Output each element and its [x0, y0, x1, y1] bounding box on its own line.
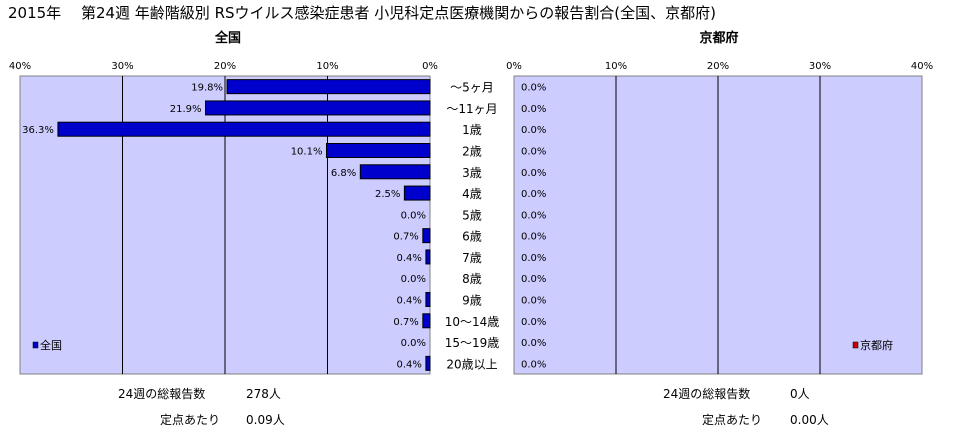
data-label: 0.4%	[396, 359, 421, 370]
category-label: 10～14歳	[445, 315, 500, 329]
data-label: 0.0%	[401, 274, 426, 285]
bar	[425, 292, 431, 307]
national-total-label: 24週の総報告数	[118, 387, 206, 401]
x-tick-label: 20%	[214, 61, 236, 72]
data-label: 0.0%	[521, 274, 546, 285]
national-per-site-label: 定点あたり	[160, 413, 221, 427]
bar	[325, 143, 431, 158]
data-label: 6.8%	[331, 168, 356, 179]
kyoto-total-label: 24週の総報告数	[663, 387, 751, 401]
data-label: 0.0%	[521, 210, 546, 221]
data-label: 0.4%	[396, 253, 421, 264]
category-label: 20歳以上	[446, 357, 497, 371]
bar	[205, 100, 431, 116]
x-tick-label: 0%	[506, 61, 522, 72]
kyoto-total-value: 0人	[790, 387, 810, 401]
data-label: 10.1%	[291, 147, 323, 158]
bar	[57, 121, 431, 137]
national-plot: 0% 10% 20% 30% 40% 19.8% 21.9% 36.3% 10.1% 6.8% 2.…	[9, 61, 438, 375]
bar	[422, 228, 431, 244]
x-tick-label: 10%	[316, 61, 338, 72]
data-label: 36.3%	[22, 125, 54, 136]
x-tick-label: 30%	[809, 61, 831, 72]
chart-main-title: 2015年 第24週 年齢階級別 RSウイルス感染症患者 小児科定点医療機関から…	[8, 4, 716, 22]
data-label: 0.0%	[521, 125, 546, 136]
data-label: 0.0%	[521, 338, 546, 349]
data-label: 0.7%	[393, 317, 418, 328]
legend-swatch	[852, 341, 859, 349]
data-label: 0.0%	[521, 232, 546, 243]
x-tick-label: 30%	[111, 61, 133, 72]
data-label: 0.0%	[521, 253, 546, 264]
bar	[425, 355, 431, 371]
kyoto-per-site-label: 定点あたり	[702, 413, 763, 427]
category-label: 3歳	[462, 166, 482, 180]
bar	[422, 313, 431, 329]
category-label: ～11ヶ月	[446, 102, 497, 116]
bar	[226, 79, 431, 95]
data-label: 0.0%	[521, 168, 546, 179]
category-label: 15～19歳	[445, 336, 500, 350]
data-label: 0.0%	[521, 296, 546, 307]
category-label: 8歳	[462, 272, 482, 286]
category-label: 6歳	[462, 230, 482, 244]
data-label: 0.0%	[401, 338, 426, 349]
data-label: 0.0%	[521, 317, 546, 328]
x-tick-label: 0%	[422, 61, 438, 72]
x-tick-label: 40%	[911, 61, 933, 72]
category-labels: ～5ヶ月 ～11ヶ月 1歳 2歳 3歳 4歳 5歳 6歳 7歳 8歳 9歳 10～14歳 15～19歳 2…	[445, 81, 500, 372]
x-tick-label: 40%	[9, 61, 31, 72]
category-label: ～5ヶ月	[450, 81, 494, 95]
data-label: 19.8%	[191, 83, 223, 94]
national-per-site-value: 0.09人	[246, 413, 285, 427]
legend-label: 京都府	[860, 338, 893, 352]
data-label: 0.0%	[401, 210, 426, 221]
data-label: 21.9%	[170, 104, 202, 115]
category-label: 5歳	[462, 208, 482, 222]
data-label: 0.0%	[521, 189, 546, 200]
age-distribution-chart: 0% 10% 20% 30% 40% 19.8% 21.9% 36.3% 10.1% 6.8% 2.…	[9, 61, 933, 375]
data-label: 0.0%	[521, 104, 546, 115]
data-label: 0.7%	[393, 232, 418, 243]
x-tick-label: 10%	[605, 61, 627, 72]
kyoto-per-site-value: 0.00人	[790, 413, 829, 427]
category-label: 2歳	[462, 145, 482, 159]
data-label: 0.4%	[396, 296, 421, 307]
legend-swatch	[32, 341, 39, 349]
category-label: 1歳	[462, 123, 482, 137]
x-tick-label: 20%	[707, 61, 729, 72]
national-panel-title: 全国	[214, 31, 241, 46]
bar	[403, 185, 431, 201]
category-label: 7歳	[462, 251, 482, 265]
data-label: 0.0%	[521, 83, 546, 94]
national-total-value: 278人	[246, 387, 281, 401]
bar	[359, 164, 431, 180]
kyoto-plot: 0% 10% 20% 30% 40% 0.0% 0.0% 0.0% 0.0% 0.0% 0.0% 0.…	[506, 61, 933, 375]
data-label: 0.0%	[521, 147, 546, 158]
data-label: 2.5%	[375, 189, 400, 200]
bar	[425, 249, 431, 265]
kyoto-panel-title: 京都府	[699, 31, 739, 46]
category-label: 4歳	[462, 187, 482, 201]
data-label: 0.0%	[521, 359, 546, 370]
category-label: 9歳	[462, 294, 482, 308]
legend-label: 全国	[40, 338, 62, 352]
